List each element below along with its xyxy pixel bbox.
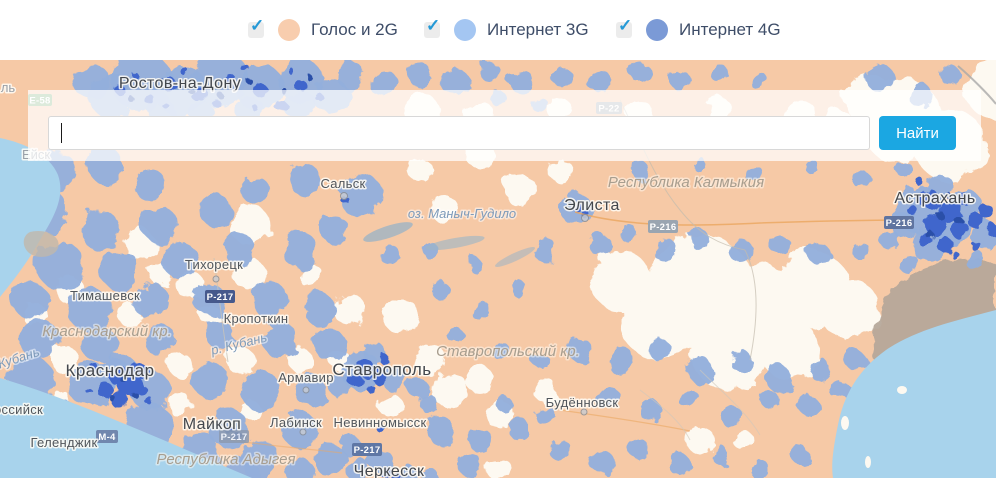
text-cursor xyxy=(61,123,62,143)
road-badge-r217-a: Р-217 xyxy=(205,290,235,303)
city-label-armavir: Армавир xyxy=(278,370,334,385)
city-label-novorossiysk: оссийск xyxy=(0,402,43,417)
legend-item-4g: ✓ Интернет 4G xyxy=(616,0,781,60)
city-label-krasnodar: Краснодар xyxy=(65,361,154,380)
map-labels: Ростов-на-Дону Таганрог Ейск Сальск оз. … xyxy=(0,74,977,478)
sea-azov xyxy=(0,138,61,297)
coverage-color-4g-icon xyxy=(646,19,668,41)
search-input[interactable] xyxy=(48,116,870,150)
city-label-cherkessk: Черкесск xyxy=(354,463,425,478)
city-label-budennovsk: Будённовск xyxy=(546,395,619,410)
city-label-tikhoretsk: Тихорецк xyxy=(185,257,243,272)
legend-label-3g: Интернет 3G xyxy=(487,20,589,39)
city-label-kropotkin: Кропоткин xyxy=(224,311,289,326)
region-label-kalmykia: Республика Калмыкия xyxy=(608,174,764,191)
city-markers xyxy=(212,192,589,436)
lake-manych xyxy=(363,222,536,267)
checkbox-3g[interactable]: ✓ xyxy=(424,16,440,38)
road-badge-r216-a: Р-216 xyxy=(648,220,678,233)
checkmark-icon: ✓ xyxy=(250,16,265,35)
city-label-rostov: Ростов-на-Дону xyxy=(119,75,241,92)
road-badge-r216-b: Р-216 xyxy=(884,216,914,229)
city-label-elista: Элиста xyxy=(564,197,620,214)
legend-label-2g: Голос и 2G xyxy=(311,20,398,39)
coverage-color-2g-icon xyxy=(278,19,300,41)
region-label-adygea: Республика Адыгея xyxy=(156,451,295,468)
city-label-partial: ль xyxy=(1,80,16,95)
legend-header: ✓ Голос и 2G ✓ Интернет 3G ✓ Интернет 4G xyxy=(0,0,996,60)
road-badge-label: Р-216 xyxy=(650,222,677,233)
search-button[interactable]: Найти xyxy=(879,116,956,150)
city-label-labinsk: Лабинск xyxy=(270,415,322,430)
checkmark-icon: ✓ xyxy=(426,16,441,35)
checkmark-icon: ✓ xyxy=(618,16,633,35)
road-badge-r217-b: Р-217 xyxy=(219,430,249,443)
city-label-nevinnomyssk: Невинномысск xyxy=(334,415,427,430)
legend-label-4g: Интернет 4G xyxy=(679,20,781,39)
road-badge-label: Р-216 xyxy=(886,218,913,229)
city-label-gelendzhik: Геленджик xyxy=(31,435,98,450)
search-bar: Найти xyxy=(28,90,981,161)
checkbox-2g[interactable]: ✓ xyxy=(248,16,264,38)
legend-item-3g: ✓ Интернет 3G xyxy=(424,0,589,60)
legend-item-2g: ✓ Голос и 2G xyxy=(248,0,398,60)
road-badge-label: Р-217 xyxy=(221,432,248,443)
road-badge-label: Р-217 xyxy=(354,445,381,456)
city-label-astrakhan: Астрахань xyxy=(894,190,975,207)
checkbox-4g[interactable]: ✓ xyxy=(616,16,632,38)
region-label-krasnodarsky: Краснодарский кр. xyxy=(42,323,172,340)
road-badge-r217-c: Р-217 xyxy=(352,443,382,456)
city-label-timashevsk: Тимашевск xyxy=(70,288,140,303)
city-label-maykop: Майкоп xyxy=(183,416,242,433)
city-label-salsk: Сальск xyxy=(320,176,365,191)
road-badge-label: Р-217 xyxy=(207,292,234,303)
road-badge-label: М-4 xyxy=(98,432,116,443)
lake-label-manych: оз. Маныч-Гудило xyxy=(408,206,516,221)
coverage-color-3g-icon xyxy=(454,19,476,41)
sea-caspian xyxy=(832,310,996,478)
road-badge-m4: М-4 xyxy=(96,430,118,443)
region-label-stavropolsky: Ставропольский кр. xyxy=(436,343,580,360)
city-label-stavropol: Ставрополь xyxy=(332,360,431,379)
sea-black xyxy=(0,378,252,478)
